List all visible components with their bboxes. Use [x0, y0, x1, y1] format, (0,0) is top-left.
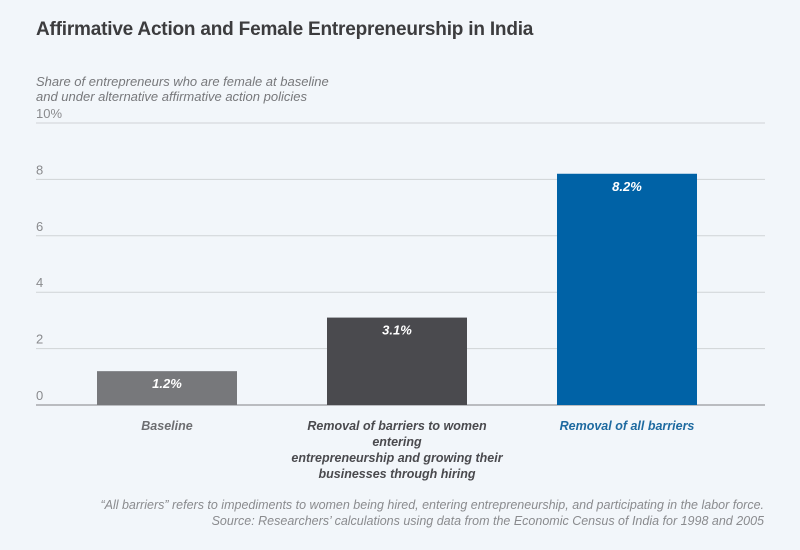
y-tick-label: 0 — [36, 388, 43, 403]
category-label: Baseline — [52, 418, 282, 434]
source-note: Source: Researchers’ calculations using … — [211, 514, 764, 528]
data-label: 3.1% — [382, 323, 412, 338]
category-label-line: Baseline — [141, 419, 193, 433]
category-label: Removal of barriers to women entering ent… — [282, 418, 512, 482]
bar — [97, 371, 237, 405]
y-axis-label-line: Share of entrepreneurs who are female at… — [36, 74, 329, 89]
y-tick-label: 4 — [36, 275, 43, 290]
category-label-line: entrepreneurship and growing their — [291, 451, 503, 465]
y-tick-label: 6 — [36, 219, 43, 234]
footnote: “All barriers” refers to impediments to … — [100, 498, 764, 512]
category-label-line: businesses through hiring — [318, 467, 476, 481]
data-label: 1.2% — [152, 376, 182, 391]
bar — [557, 173, 697, 405]
chart-title: Affirmative Action and Female Entreprene… — [36, 19, 534, 40]
category-label-line: Removal of barriers to women entering — [307, 419, 487, 449]
category-label-line: Removal of all barriers — [559, 419, 695, 433]
y-axis-label-line: and under alternative affirmative action… — [36, 89, 307, 104]
bar — [327, 317, 467, 405]
y-tick-label: 8 — [36, 162, 43, 177]
category-label: Removal of all barriers — [512, 418, 742, 434]
chart-notes: “All barriers” refers to impediments to … — [100, 497, 764, 529]
y-axis-label: Share of entrepreneurs who are female at… — [36, 74, 329, 104]
y-tick-label: 10% — [36, 106, 62, 121]
data-label: 8.2% — [612, 179, 642, 194]
y-tick-label: 2 — [36, 332, 43, 347]
